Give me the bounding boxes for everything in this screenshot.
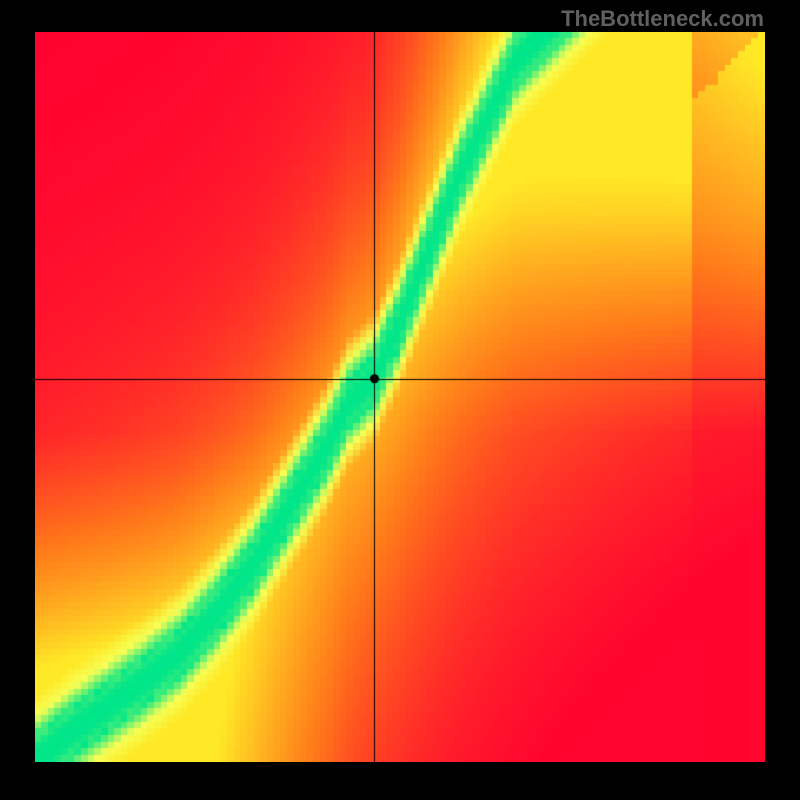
watermark-text: TheBottleneck.com [561,6,764,32]
chart-container: TheBottleneck.com [0,0,800,800]
bottleneck-heatmap [35,32,765,762]
